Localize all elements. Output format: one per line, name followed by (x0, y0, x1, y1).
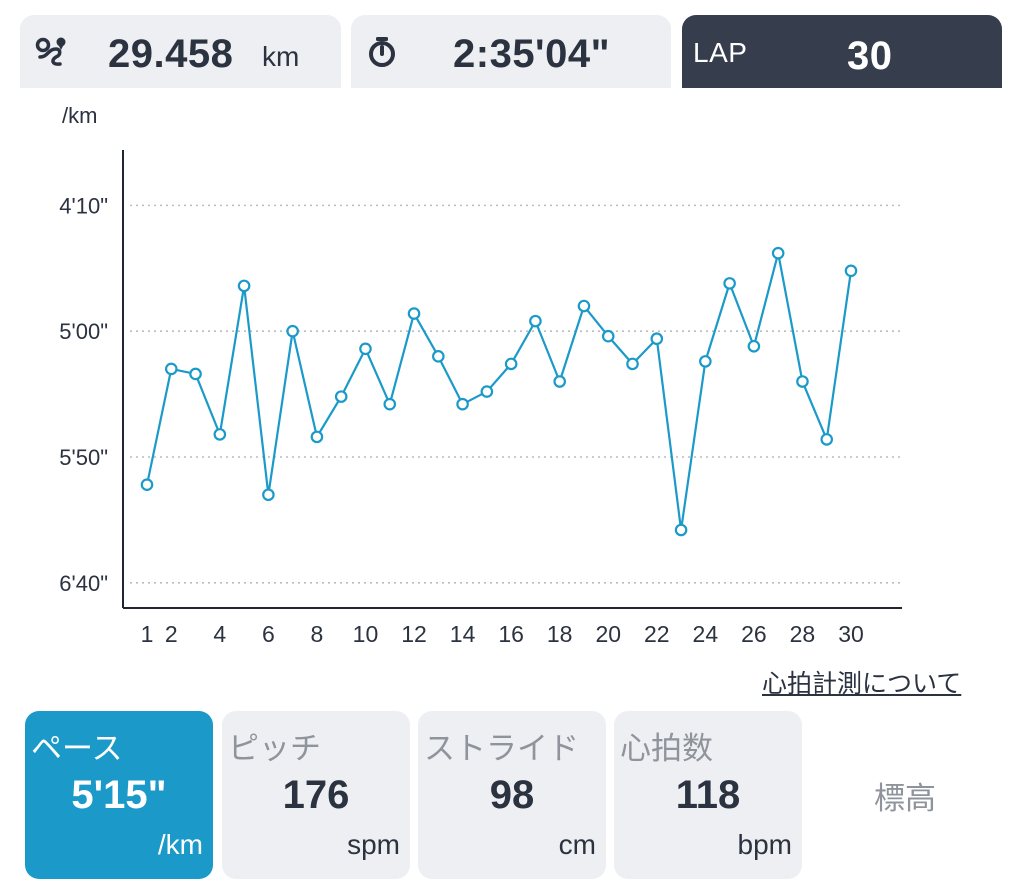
stat-unit: /km (157, 829, 203, 860)
data-point (359, 342, 372, 356)
data-point (407, 307, 421, 320)
data-point (383, 397, 397, 411)
x-tick-label: 20 (595, 621, 621, 647)
data-point (237, 279, 251, 293)
x-tick-label: 12 (401, 621, 427, 647)
distance-value: 29.458 (108, 32, 234, 76)
data-point (480, 385, 494, 398)
route-icon (35, 37, 66, 66)
stat-value: 5'15" (71, 773, 167, 817)
data-point (529, 314, 542, 328)
data-point (456, 397, 469, 411)
stat-unit: cm (558, 829, 596, 860)
data-point (771, 246, 785, 260)
data-point (650, 332, 664, 346)
heart-rate-info-link[interactable]: 心拍計測について (762, 670, 962, 698)
tab-stride[interactable]: ストライド 98 cm (418, 711, 606, 879)
lap-value: 30 (847, 34, 893, 78)
x-tick-label: 16 (498, 621, 524, 647)
data-point (286, 324, 299, 338)
y-axis-unit-label: /km (62, 103, 97, 128)
data-point (699, 355, 712, 368)
x-tick-label: 18 (547, 621, 573, 647)
elapsed-time-value: 2:35'04" (453, 32, 611, 76)
lap-card[interactable]: LAP 30 (682, 15, 1002, 88)
y-tick-label: 5'50" (59, 445, 108, 470)
stat-value: 98 (489, 773, 535, 817)
pace-chart: /km4'10"5'00"5'50"6'40"1 2 4 6 8 10 12 14 16 18 20… (59, 103, 902, 647)
distance-unit: km (262, 41, 300, 72)
stat-value: 118 (675, 773, 741, 817)
x-tick-label: 6 (262, 621, 275, 647)
data-point (189, 367, 202, 381)
data-point (213, 428, 227, 441)
stat-unit: bpm (737, 829, 792, 860)
stat-label: ストライド (424, 731, 579, 766)
tab-heart-rate[interactable]: 心拍数 118 bpm (614, 711, 802, 879)
x-tick-label: 2 (165, 621, 178, 647)
stat-value: 176 (282, 773, 350, 817)
x-tick-label: 26 (741, 621, 767, 647)
tab-pace[interactable]: ペース 5'15" /km (25, 711, 213, 879)
y-tick-label: 4'10" (59, 193, 108, 218)
data-point (796, 375, 809, 388)
data-point (626, 357, 639, 371)
x-tick-label: 30 (838, 621, 864, 647)
data-point (723, 277, 736, 290)
data-point (310, 430, 324, 444)
data-point (674, 523, 688, 537)
data-point (601, 329, 615, 343)
y-tick-label: 5'00" (59, 319, 108, 344)
tab-elevation[interactable]: 標高 (874, 780, 936, 816)
data-point (334, 390, 348, 403)
x-tick-label: 28 (790, 621, 816, 647)
distance-card: 29.458 km (20, 15, 341, 88)
time-card: 2:35'04" (351, 15, 671, 88)
data-point (140, 478, 154, 491)
x-tick-label: 10 (353, 621, 379, 647)
x-tick-label: 24 (693, 621, 719, 647)
data-point (432, 350, 445, 363)
data-point (164, 362, 178, 376)
data-point (820, 433, 834, 446)
stopwatch-icon (369, 37, 395, 67)
data-point (262, 488, 275, 502)
stat-label: 心拍数 (620, 731, 713, 766)
data-point (577, 299, 591, 313)
data-point (747, 339, 761, 353)
x-tick-label: 14 (450, 621, 476, 647)
stat-label: ペース (31, 731, 123, 766)
x-tick-label: 22 (644, 621, 670, 647)
lap-label: LAP (693, 37, 748, 68)
stat-unit: spm (347, 829, 400, 860)
tab-cadence[interactable]: ピッチ 176 spm (222, 711, 410, 879)
stat-label: ピッチ (228, 731, 321, 766)
x-tick-label: 1 (141, 621, 154, 647)
y-tick-label: 6'40" (59, 571, 108, 596)
x-tick-label: 8 (311, 621, 324, 647)
pace-line (145, 252, 853, 532)
data-point (553, 375, 566, 388)
x-tick-label: 4 (213, 621, 226, 647)
data-point (504, 357, 518, 371)
data-point (844, 264, 858, 278)
